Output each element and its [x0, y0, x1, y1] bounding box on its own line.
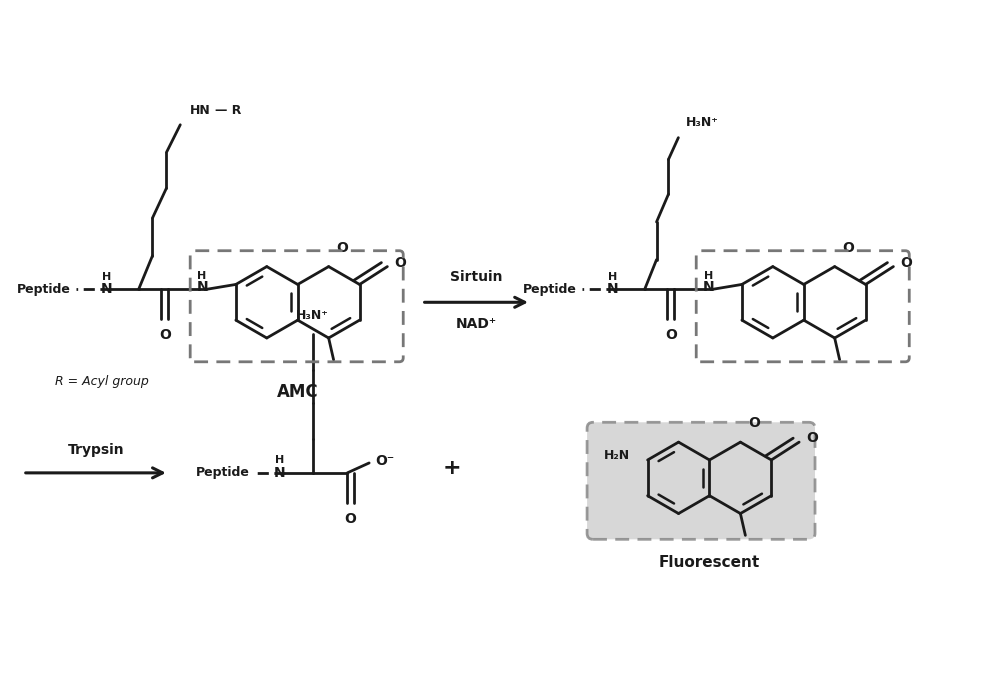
Text: — R: — R	[215, 104, 241, 117]
Text: N: N	[101, 282, 113, 297]
Text: Peptide: Peptide	[196, 466, 250, 479]
Text: R = Acyl group: R = Acyl group	[55, 375, 148, 388]
Text: N: N	[274, 466, 286, 480]
FancyBboxPatch shape	[587, 423, 815, 539]
Text: H₃N⁺: H₃N⁺	[296, 309, 329, 322]
Text: H: H	[102, 272, 111, 282]
Text: H: H	[608, 272, 618, 282]
Text: Peptide: Peptide	[17, 283, 71, 296]
Text: H: H	[275, 455, 284, 465]
Text: O: O	[159, 328, 171, 342]
Text: H₂N: H₂N	[604, 448, 630, 462]
Text: O: O	[344, 512, 356, 526]
Text: N: N	[196, 280, 208, 295]
Text: N: N	[702, 280, 714, 295]
Text: O: O	[394, 255, 406, 270]
Text: O: O	[806, 431, 818, 445]
Text: O: O	[843, 241, 854, 255]
Text: AMC: AMC	[277, 383, 319, 400]
Text: O: O	[337, 241, 348, 255]
Text: O: O	[900, 255, 912, 270]
Text: HN: HN	[190, 104, 211, 117]
Text: O: O	[748, 417, 760, 430]
Text: Sirtuin: Sirtuin	[450, 270, 503, 284]
Text: O: O	[665, 328, 677, 342]
Text: H: H	[197, 270, 207, 280]
Text: N: N	[607, 282, 619, 297]
Text: NAD⁺: NAD⁺	[456, 317, 497, 331]
Text: O⁻: O⁻	[375, 454, 394, 468]
Text: Peptide: Peptide	[523, 283, 577, 296]
Text: Trypsin: Trypsin	[67, 443, 124, 457]
Text: Fluorescent: Fluorescent	[659, 555, 760, 570]
Text: H₃N⁺: H₃N⁺	[686, 116, 719, 129]
Text: H: H	[704, 270, 713, 280]
Text: +: +	[442, 458, 461, 478]
